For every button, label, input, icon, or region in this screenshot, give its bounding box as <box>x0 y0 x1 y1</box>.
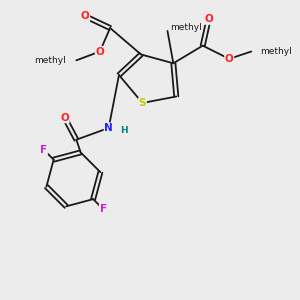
Text: O: O <box>81 11 89 21</box>
Text: O: O <box>204 14 213 24</box>
Text: S: S <box>139 98 146 108</box>
Text: methyl: methyl <box>260 47 292 56</box>
Text: F: F <box>40 145 47 155</box>
Text: F: F <box>100 204 107 214</box>
Text: N: N <box>104 123 113 133</box>
Text: methyl: methyl <box>34 56 66 65</box>
Text: O: O <box>95 46 104 56</box>
Text: O: O <box>60 113 69 123</box>
Text: H: H <box>120 126 128 135</box>
Text: methyl: methyl <box>170 23 202 32</box>
Text: O: O <box>225 54 234 64</box>
